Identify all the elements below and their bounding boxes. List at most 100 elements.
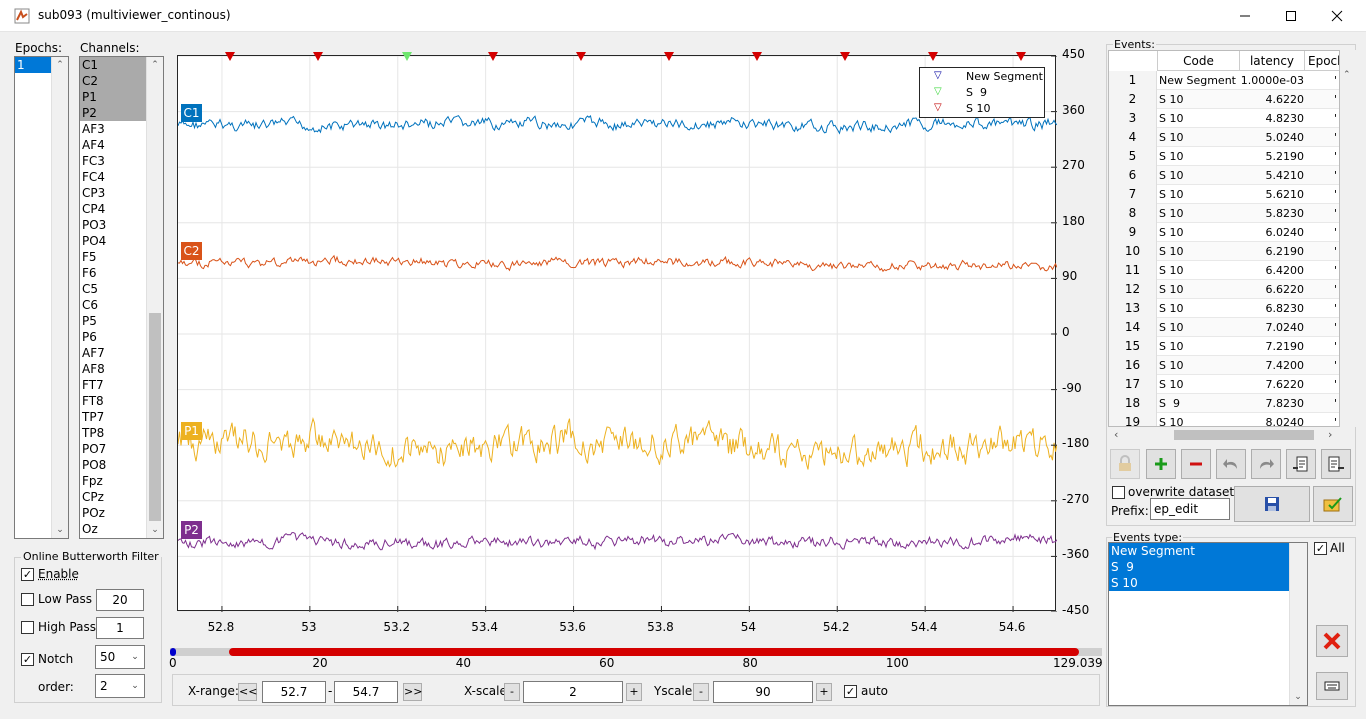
channel-item[interactable]: AF4 (82, 138, 105, 152)
epochs-scrollbar[interactable]: ⌃ ⌄ (51, 57, 68, 538)
channel-item[interactable]: C6 (82, 298, 99, 312)
event-code-cell[interactable]: S 10 (1159, 93, 1184, 106)
channel-item[interactable]: P2 (80, 105, 146, 121)
channel-item[interactable]: P5 (82, 314, 97, 328)
events-table-vscroll[interactable]: ⌃ ⌄ (1340, 50, 1356, 470)
prev-page-button[interactable]: << (238, 683, 257, 701)
event-latency-cell[interactable]: 7.0240 (1265, 321, 1305, 334)
channel-item[interactable]: AF7 (82, 346, 105, 360)
scroll-right-icon[interactable]: › (1328, 428, 1333, 441)
scroll-down-icon[interactable]: ⌄ (1294, 692, 1302, 702)
channel-item[interactable]: C5 (82, 282, 99, 296)
scroll-up-icon[interactable]: ⌃ (151, 60, 159, 70)
undo-button[interactable] (1216, 449, 1246, 479)
scroll-down-icon[interactable]: ⌄ (56, 525, 64, 535)
event-latency-cell[interactable]: 5.0240 (1265, 131, 1305, 144)
scroll-left-icon[interactable]: ‹ (1114, 428, 1119, 441)
event-marker[interactable] (840, 52, 851, 61)
event-epoch-cell[interactable]: ' (1333, 74, 1337, 87)
event-code-cell[interactable]: S 10 (1159, 131, 1184, 144)
event-latency-cell[interactable]: 7.2190 (1265, 340, 1305, 353)
events-table-row[interactable]: 10 S 10 6.2190 ' (1109, 242, 1339, 261)
event-code-cell[interactable]: S 10 (1159, 302, 1184, 315)
channel-item[interactable]: CP4 (82, 202, 106, 216)
event-code-cell[interactable]: S 10 (1159, 378, 1184, 391)
channel-item[interactable]: POz (82, 506, 105, 520)
xscale-increase-button[interactable]: + (626, 683, 642, 701)
event-code-cell[interactable]: S 10 (1159, 321, 1184, 334)
event-code-cell[interactable]: S 10 (1159, 283, 1184, 296)
high-pass-checkbox[interactable] (21, 621, 34, 634)
channel-label-p1[interactable]: P1 (181, 421, 202, 440)
event-latency-cell[interactable]: 4.6220 (1265, 93, 1305, 106)
auto-checkbox[interactable]: ✓ (844, 685, 857, 698)
channel-item[interactable]: F5 (82, 250, 97, 264)
high-pass-input[interactable]: 1 (96, 617, 144, 639)
channel-item[interactable]: TP8 (82, 426, 105, 440)
event-latency-cell[interactable]: 7.8230 (1265, 397, 1305, 410)
prefix-input[interactable]: ep_edit (1150, 498, 1230, 520)
channel-item[interactable]: F6 (82, 266, 97, 280)
event-marker[interactable] (576, 52, 587, 61)
event-epoch-cell[interactable]: ' (1333, 321, 1337, 334)
channel-item[interactable]: FC3 (82, 154, 105, 168)
channel-item[interactable]: C2 (80, 73, 146, 89)
overview-slider[interactable] (170, 648, 1102, 656)
low-pass-checkbox[interactable] (21, 593, 34, 606)
event-epoch-cell[interactable]: ' (1333, 245, 1337, 258)
xscale-input[interactable]: 2 (523, 681, 623, 703)
yscale-input[interactable]: 90 (713, 681, 813, 703)
channel-label-c1[interactable]: C1 (181, 103, 202, 122)
event-marker[interactable] (752, 52, 763, 61)
next-page-button[interactable]: >> (403, 683, 422, 701)
event-epoch-cell[interactable]: ' (1333, 340, 1337, 353)
event-epoch-cell[interactable]: ' (1333, 397, 1337, 410)
yscale-decrease-button[interactable]: - (693, 683, 709, 701)
overview-window-handle[interactable] (170, 648, 176, 656)
event-epoch-cell[interactable]: ' (1333, 131, 1337, 144)
notch-checkbox[interactable]: ✓ (21, 653, 34, 666)
event-code-cell[interactable]: S 10 (1159, 340, 1184, 353)
events-table-row[interactable]: 14 S 10 7.0240 ' (1109, 318, 1339, 337)
channels-scroll-thumb[interactable] (149, 313, 161, 521)
channel-item[interactable]: P6 (82, 330, 97, 344)
event-code-cell[interactable]: S 10 (1159, 207, 1184, 220)
event-epoch-cell[interactable]: ' (1333, 378, 1337, 391)
add-event-button[interactable] (1146, 449, 1176, 479)
channels-scrollbar[interactable]: ⌃ ⌄ (146, 57, 163, 538)
events-type-item[interactable]: S 9 (1109, 559, 1307, 575)
channel-item[interactable]: FC4 (82, 170, 105, 184)
channel-item[interactable]: Oz (82, 522, 98, 536)
events-table-row[interactable]: 18 S 9 7.8230 ' (1109, 394, 1339, 413)
events-type-scrollbar[interactable]: ⌄ (1289, 543, 1307, 705)
event-epoch-cell[interactable]: ' (1333, 283, 1337, 296)
event-latency-cell[interactable]: 8.0240 (1265, 416, 1305, 427)
all-events-checkbox[interactable]: ✓ (1314, 542, 1327, 555)
events-table-row[interactable]: 19 S 10 8.0240 ' (1109, 413, 1339, 427)
latency-column-header[interactable]: latency (1240, 51, 1305, 71)
event-marker[interactable] (312, 52, 323, 61)
events-type-list[interactable]: New Segment S 9 S 10 ⌄ (1108, 542, 1308, 706)
events-type-item[interactable]: New Segment (1109, 543, 1307, 559)
events-table-row[interactable]: 17 S 10 7.6220 ' (1109, 375, 1339, 394)
event-code-cell[interactable]: S 10 (1159, 188, 1184, 201)
event-code-cell[interactable]: S 10 (1159, 359, 1184, 372)
hscroll-thumb[interactable] (1174, 430, 1314, 440)
channel-item[interactable]: PO3 (82, 218, 107, 232)
yscale-increase-button[interactable]: + (816, 683, 832, 701)
channel-item[interactable]: C1 (80, 57, 146, 73)
event-code-cell[interactable]: S 10 (1159, 416, 1184, 427)
minimize-button[interactable] (1222, 0, 1268, 32)
remove-event-button[interactable] (1181, 449, 1211, 479)
import-events-button[interactable] (1286, 449, 1316, 479)
event-code-cell[interactable]: New Segment (1159, 74, 1236, 87)
event-latency-cell[interactable]: 6.0240 (1265, 226, 1305, 239)
maximize-button[interactable] (1268, 0, 1314, 32)
event-marker[interactable] (488, 52, 499, 61)
event-marker[interactable] (224, 52, 235, 61)
events-type-item[interactable]: S 10 (1109, 575, 1307, 591)
event-epoch-cell[interactable]: ' (1333, 150, 1337, 163)
event-latency-cell[interactable]: 5.2190 (1265, 150, 1305, 163)
